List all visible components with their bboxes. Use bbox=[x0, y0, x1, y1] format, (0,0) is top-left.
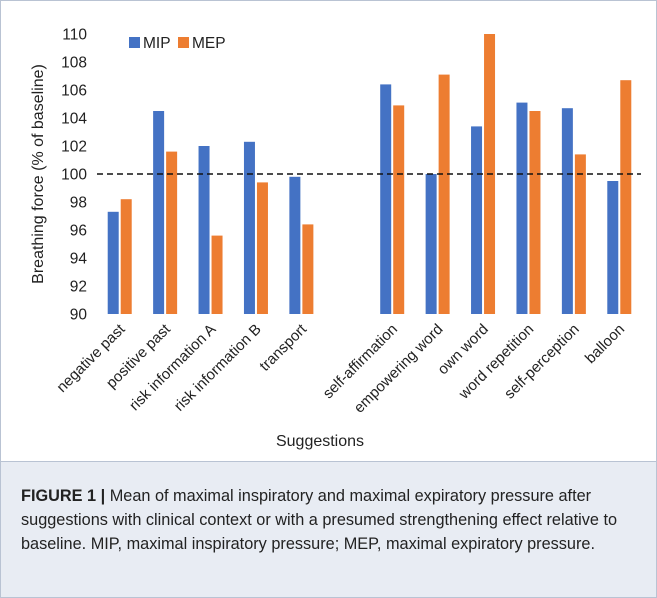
bar-mep bbox=[302, 224, 314, 314]
bar-mep bbox=[393, 105, 405, 315]
y-tick-label: 102 bbox=[61, 139, 87, 156]
bar-mip bbox=[107, 211, 119, 314]
bar-mip bbox=[425, 174, 437, 314]
y-tick-label: 90 bbox=[70, 307, 88, 324]
y-tick-label: 98 bbox=[70, 195, 87, 212]
bar-mip bbox=[153, 111, 165, 314]
y-tick-label: 104 bbox=[61, 111, 87, 128]
x-category-label: risk information B bbox=[171, 321, 265, 415]
y-tick-label: 96 bbox=[70, 223, 87, 240]
y-tick-label: 94 bbox=[70, 251, 88, 268]
bar-mip bbox=[561, 108, 573, 314]
bar-mip bbox=[516, 102, 528, 314]
bar-mip bbox=[289, 176, 301, 314]
y-tick-label: 92 bbox=[70, 279, 87, 296]
bar-mep bbox=[120, 199, 132, 314]
legend-swatch-mep bbox=[178, 37, 189, 48]
y-tick-label: 100 bbox=[61, 167, 87, 184]
caption-text: Mean of maximal inspiratory and maximal … bbox=[21, 487, 618, 553]
y-tick-label: 106 bbox=[61, 83, 87, 100]
legend-swatch-mip bbox=[129, 37, 140, 48]
x-axis-title: Suggestions bbox=[276, 433, 364, 450]
bar-mep bbox=[529, 111, 541, 314]
y-tick-label: 108 bbox=[61, 55, 87, 72]
y-axis-title-group: Breathing force (% of baseline) bbox=[30, 64, 47, 284]
bar-mip bbox=[607, 181, 619, 314]
bar-mep bbox=[438, 74, 450, 314]
caption-label: FIGURE 1 | bbox=[21, 487, 106, 505]
bar-mep bbox=[620, 80, 632, 314]
x-category-label: transport bbox=[256, 320, 310, 374]
bar-mep bbox=[574, 154, 586, 314]
bar-chart: Breathing force (% of baseline) 90 92 94 96… bbox=[30, 27, 641, 450]
y-tick-label: 110 bbox=[62, 27, 87, 44]
bar-mep bbox=[166, 151, 178, 314]
bar-mep bbox=[211, 235, 223, 314]
y-axis-title: Breathing force (% of baseline) bbox=[30, 64, 47, 284]
bar-mip bbox=[471, 126, 483, 315]
bar-mip bbox=[380, 84, 392, 315]
bar-mip bbox=[198, 146, 210, 314]
legend-label-mip: MIP bbox=[143, 35, 171, 52]
bar-mip bbox=[243, 141, 255, 314]
x-category-label: balloon bbox=[582, 321, 628, 367]
legend-label-mep: MEP bbox=[192, 35, 226, 52]
bar-mep bbox=[256, 182, 268, 314]
figure-caption: FIGURE 1 | Mean of maximal inspiratory a… bbox=[1, 461, 656, 597]
